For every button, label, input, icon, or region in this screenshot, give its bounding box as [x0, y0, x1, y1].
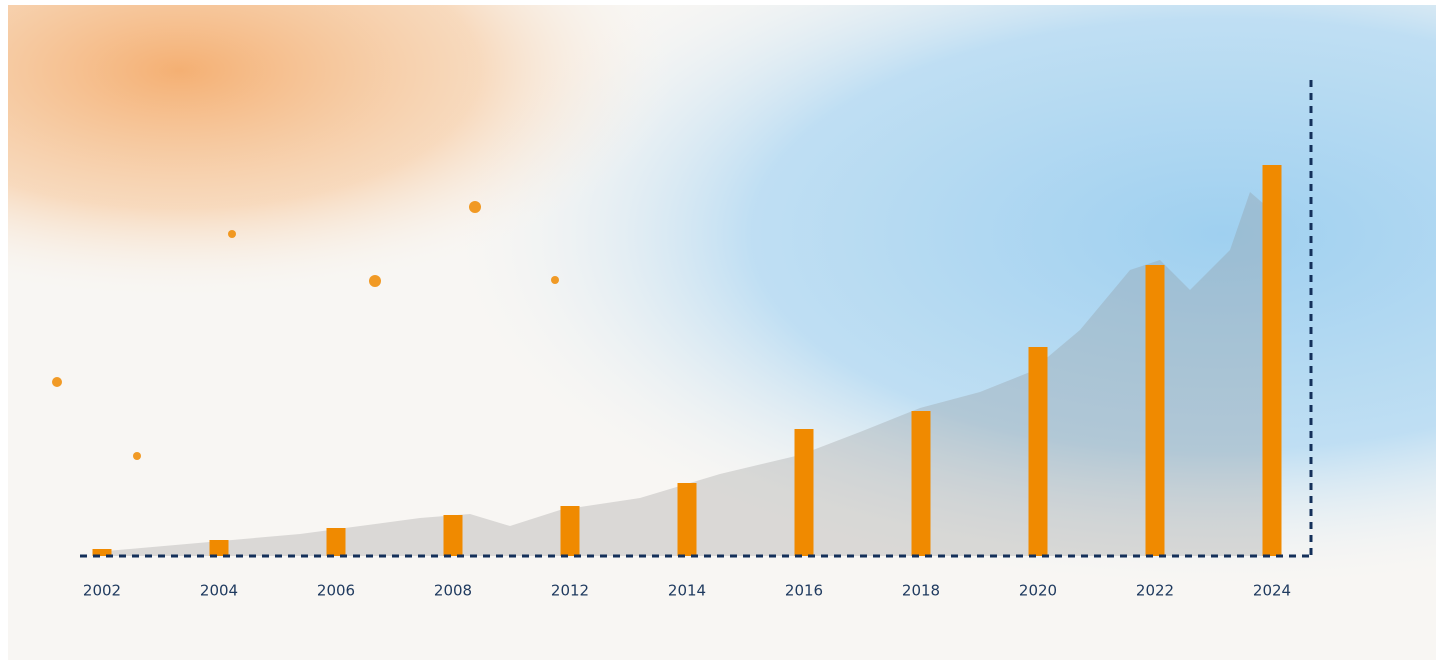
- x-tick-label: 2014: [668, 582, 706, 600]
- bar: [444, 515, 463, 556]
- x-tick-label: 2024: [1253, 582, 1291, 600]
- x-tick-label: 2004: [200, 582, 238, 600]
- x-tick-label: 2006: [317, 582, 355, 600]
- x-tick-label: 2016: [785, 582, 823, 600]
- bar: [327, 528, 346, 556]
- page: 2002 2004 2006 2008 2012 2014 2016 2018 2020 2022…: [0, 0, 1436, 662]
- chart: 2002 2004 2006 2008 2012 2014 2016 2018 2020 2022…: [0, 0, 1436, 662]
- bar: [1146, 265, 1165, 556]
- bar: [210, 540, 229, 556]
- x-tick-label: 2020: [1019, 582, 1057, 600]
- bar: [678, 483, 697, 556]
- x-tick-label: 2018: [902, 582, 940, 600]
- x-tick-label: 2022: [1136, 582, 1174, 600]
- x-tick-label: 2002: [83, 582, 121, 600]
- x-tick-label: 2008: [434, 582, 472, 600]
- bar: [1029, 347, 1048, 556]
- bar: [795, 429, 814, 556]
- bar: [561, 506, 580, 556]
- bar: [912, 411, 931, 556]
- bar: [1263, 165, 1282, 556]
- x-tick-label: 2012: [551, 582, 589, 600]
